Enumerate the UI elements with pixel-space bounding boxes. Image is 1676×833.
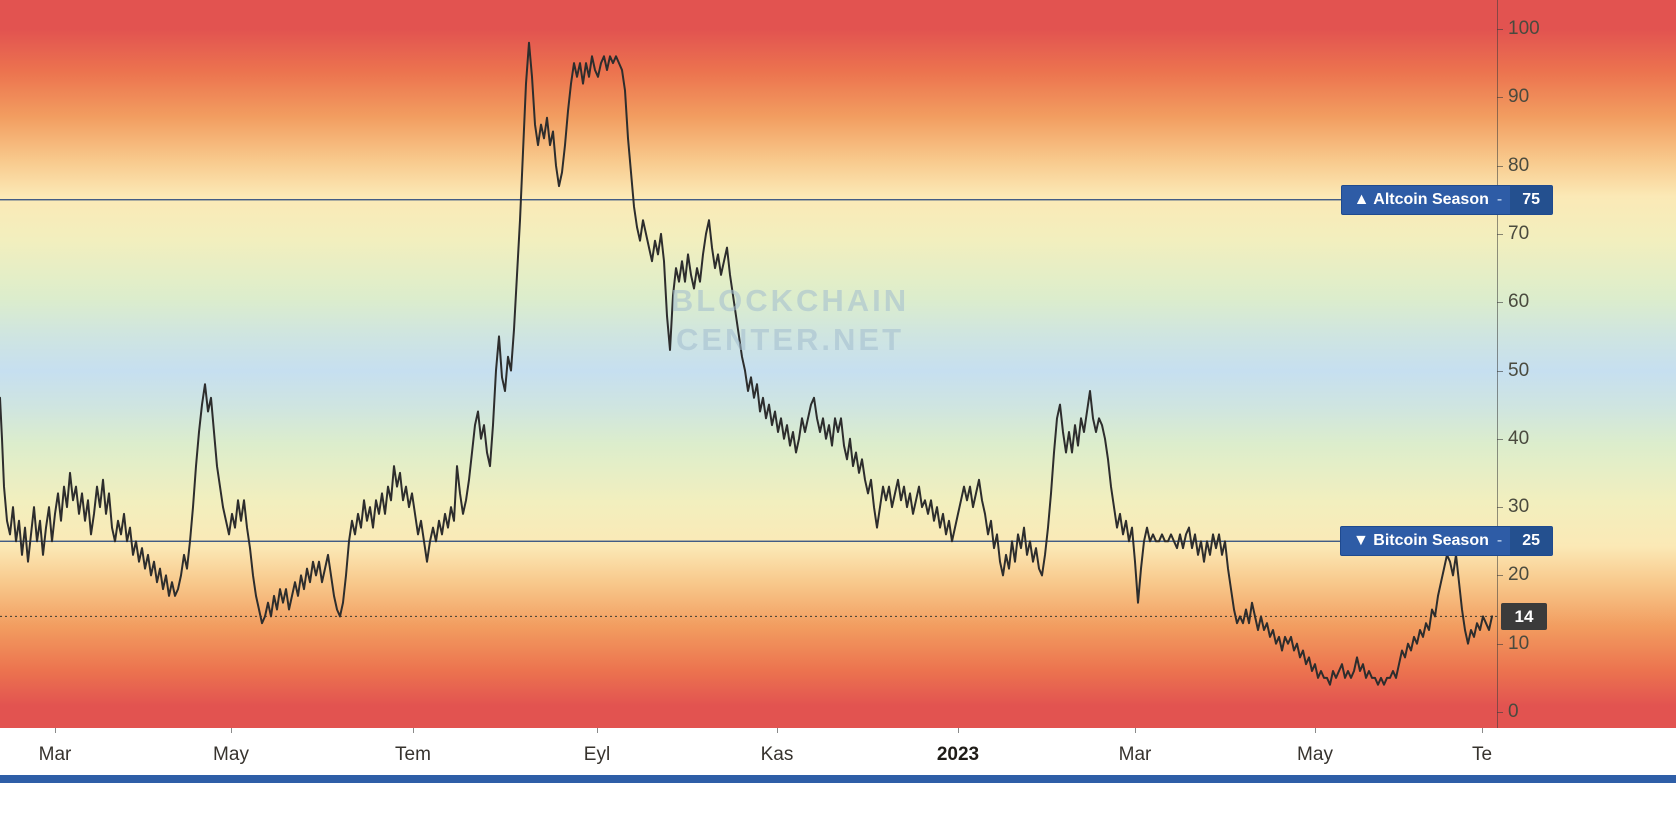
bottom-scrollbar[interactable]	[0, 775, 1676, 783]
y-axis-label: 40	[1508, 427, 1530, 449]
x-axis-tick	[413, 728, 414, 733]
x-axis-tick	[597, 728, 598, 733]
y-axis-label: 0	[1508, 701, 1519, 722]
bitcoin-season-badge: ▼ Bitcoin Season - 25	[1340, 526, 1553, 557]
x-axis-tick	[777, 728, 778, 733]
y-axis-line	[1497, 0, 1498, 728]
altcoin-season-label: ▲ Altcoin Season	[1353, 190, 1489, 208]
y-axis-label: 70	[1508, 222, 1530, 244]
y-axis-tick	[1497, 643, 1503, 645]
x-axis-label-eyl: Eyl	[583, 744, 611, 765]
y-axis-label: 80	[1508, 154, 1530, 176]
y-axis-tick	[1497, 575, 1503, 577]
y-axis-tick	[1497, 302, 1503, 304]
bitcoin-season-label: ▼ Bitcoin Season	[1353, 532, 1489, 550]
x-axis-tick	[1135, 728, 1136, 733]
y-axis-tick	[1497, 29, 1503, 30]
badge-separator: -	[1496, 532, 1503, 550]
y-axis-label: 90	[1508, 86, 1530, 108]
x-axis-tick	[55, 728, 56, 733]
x-axis-label-2023: 2023	[936, 744, 980, 765]
x-axis-label-kas: Kas	[760, 744, 794, 765]
x-axis-tick	[231, 728, 232, 733]
y-axis-tick	[1497, 233, 1503, 235]
x-axis: Mar May Tem Eyl Kas 2023 Mar May Te	[0, 728, 1676, 783]
x-axis-tick	[1315, 728, 1316, 733]
altcoin-index-line	[0, 41, 1493, 686]
badge-separator: -	[1496, 190, 1503, 208]
x-axis-label-may: May	[213, 744, 249, 765]
x-axis-tick	[958, 728, 959, 733]
y-axis-tick	[1497, 97, 1503, 99]
y-axis-label: 30	[1508, 496, 1530, 518]
y-axis-tick	[1497, 370, 1503, 372]
x-axis-label-mar: Mar	[38, 744, 72, 765]
y-axis-tick	[1497, 165, 1503, 167]
season-gradient-background: BLOCKCHAIN CENTER.NET ▲ Altcoin Season -…	[0, 0, 1676, 728]
altcoin-season-badge: ▲ Altcoin Season - 75	[1340, 184, 1553, 215]
series-svg	[0, 41, 1497, 686]
y-axis-tick	[1497, 438, 1503, 440]
y-axis-label: 20	[1508, 564, 1530, 586]
y-axis-tick	[1497, 712, 1503, 713]
x-axis-label-may: May	[1297, 744, 1333, 765]
bitcoin-season-value: 25	[1510, 527, 1552, 556]
current-value: 14	[1514, 606, 1534, 626]
x-axis-label-mar: Mar	[1118, 744, 1152, 765]
y-axis-label: 50	[1508, 359, 1530, 381]
altcoin-season-value: 75	[1510, 185, 1552, 214]
x-axis-tick	[1482, 728, 1483, 733]
y-axis-tick	[1497, 507, 1503, 509]
x-axis-label-te: Te	[1471, 744, 1493, 765]
y-axis-label: 60	[1508, 291, 1530, 313]
y-axis-label: 100	[1508, 18, 1540, 39]
current-value-badge: 14	[1501, 603, 1547, 631]
x-axis-label-tem: Tem	[395, 744, 431, 765]
y-axis-label: 10	[1508, 632, 1530, 654]
